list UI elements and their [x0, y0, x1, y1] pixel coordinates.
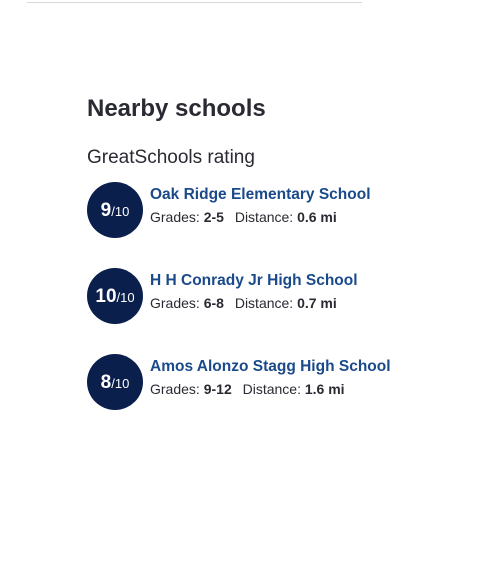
section-title: Nearby schools: [87, 95, 266, 122]
school-list: 9/10 Oak Ridge Elementary School Grades:…: [87, 181, 457, 411]
distance-value: 1.6 mi: [304, 380, 345, 397]
rating-scale: /10: [116, 290, 135, 305]
school-meta: Grades: 6-8 Distance: 0.7 mi: [150, 294, 358, 312]
distance-value: 0.7 mi: [297, 294, 337, 311]
rating-badge: 9/10: [87, 182, 143, 238]
school-info: H H Conrady Jr High School Grades: 6-8 D…: [150, 271, 358, 312]
grades-value: 6-8: [203, 294, 224, 311]
school-list-item: 8/10 Amos Alonzo Stagg High School Grade…: [87, 353, 457, 411]
rating-badge: 10/10: [87, 268, 143, 324]
grades-label: Grades:: [150, 208, 200, 225]
school-info: Amos Alonzo Stagg High School Grades: 9-…: [150, 357, 391, 398]
nearby-schools-section: Nearby schools GreatSchools rating 9/10 …: [87, 94, 457, 439]
grades-label: Grades:: [150, 294, 200, 311]
distance-label: Distance:: [234, 294, 294, 311]
school-list-item: 9/10 Oak Ridge Elementary School Grades:…: [87, 181, 457, 239]
distance-value: 0.6 mi: [297, 208, 337, 225]
ratings-subheading: GreatSchools rating: [87, 147, 255, 168]
school-info: Oak Ridge Elementary School Grades: 2-5 …: [150, 185, 371, 226]
school-meta: Grades: 9-12 Distance: 1.6 mi: [150, 380, 391, 398]
rating-value: 9: [100, 199, 112, 221]
school-name-link[interactable]: Amos Alonzo Stagg High School: [150, 357, 391, 375]
rating-scale: /10: [111, 204, 130, 219]
grades-value: 9-12: [203, 380, 232, 397]
school-list-item: 10/10 H H Conrady Jr High School Grades:…: [87, 267, 457, 325]
distance-label: Distance:: [234, 208, 294, 225]
rating-value: 8: [100, 371, 112, 393]
divider: [27, 2, 362, 3]
grades-label: Grades:: [150, 380, 200, 397]
rating-badge: 8/10: [87, 354, 143, 410]
school-name-link[interactable]: H H Conrady Jr High School: [150, 271, 358, 289]
school-meta: Grades: 2-5 Distance: 0.6 mi: [150, 208, 371, 226]
distance-label: Distance:: [242, 380, 301, 397]
school-name-link[interactable]: Oak Ridge Elementary School: [150, 185, 371, 203]
grades-value: 2-5: [203, 208, 224, 225]
rating-scale: /10: [111, 376, 130, 391]
rating-value: 10: [95, 285, 117, 307]
